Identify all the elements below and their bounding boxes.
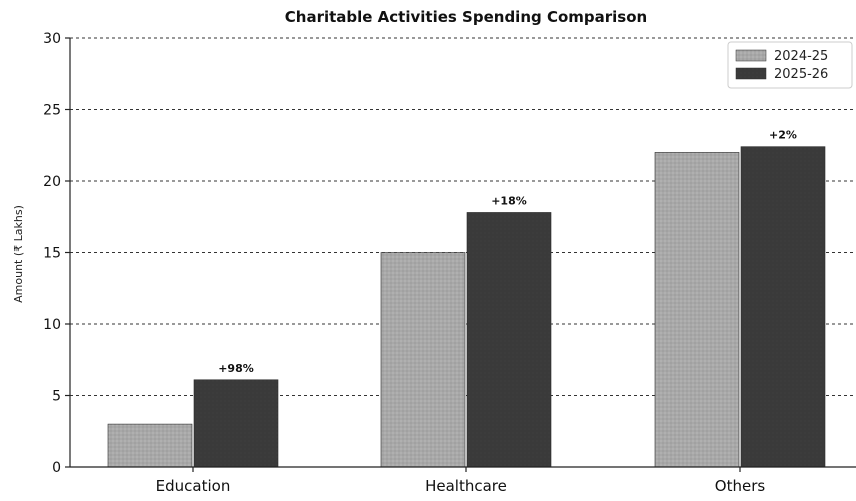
change-label: +18% bbox=[491, 194, 527, 207]
data-labels: +98% +18% +2% bbox=[218, 129, 797, 375]
y-tick-label: 10 bbox=[43, 317, 61, 333]
legend-swatch bbox=[735, 49, 767, 62]
bar-healthcare-2025-26 bbox=[466, 212, 552, 468]
y-tick-label: 25 bbox=[43, 103, 61, 119]
bars bbox=[107, 146, 826, 468]
x-tick-label: Others bbox=[715, 477, 766, 495]
bar-healthcare-2024-25 bbox=[380, 252, 466, 468]
y-tick-label: 20 bbox=[43, 174, 61, 190]
chart-title: Charitable Activities Spending Compariso… bbox=[285, 8, 647, 26]
bar-others-2024-25 bbox=[654, 152, 740, 468]
axes: 0 5 10 15 20 25 30 Education Healthcare Others bbox=[43, 31, 856, 495]
y-tick-label: 0 bbox=[52, 460, 61, 476]
y-tick-label: 15 bbox=[43, 246, 61, 262]
y-axis-label: Amount (₹ Lakhs) bbox=[12, 205, 25, 303]
bar-others-2025-26 bbox=[740, 146, 826, 468]
change-label: +98% bbox=[218, 362, 254, 375]
legend-label: 2025-26 bbox=[774, 67, 828, 82]
legend-swatch bbox=[735, 67, 767, 80]
y-tick-label: 5 bbox=[52, 389, 61, 405]
legend-label: 2024-25 bbox=[774, 49, 828, 64]
legend: 2024-25 2025-26 bbox=[727, 41, 853, 89]
bar-education-2024-25 bbox=[107, 423, 193, 468]
x-tick-label: Healthcare bbox=[425, 477, 507, 495]
x-tick-label: Education bbox=[156, 477, 231, 495]
y-tick-label: 30 bbox=[43, 31, 61, 47]
bar-education-2025-26 bbox=[193, 379, 279, 468]
change-label: +2% bbox=[769, 129, 797, 142]
